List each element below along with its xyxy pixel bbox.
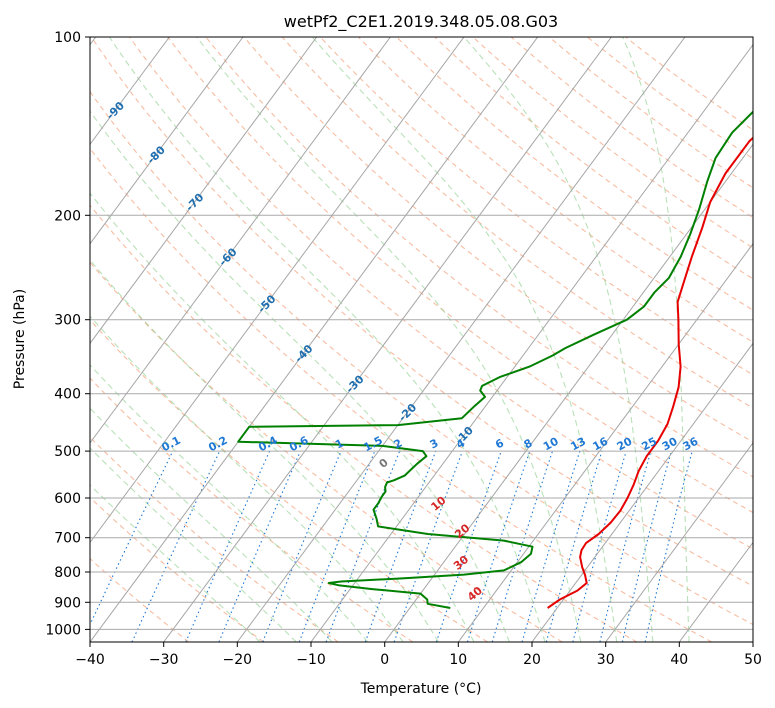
isotherm-line bbox=[90, 37, 318, 345]
temperature-profile bbox=[547, 136, 753, 609]
mixing-ratio-label: 36 bbox=[681, 435, 701, 454]
moist-adiabat bbox=[90, 484, 261, 642]
dry-adiabat bbox=[90, 147, 712, 642]
y-tick-label: 1000 bbox=[45, 622, 81, 638]
moist-adiabat bbox=[90, 110, 510, 642]
x-tick-label: −30 bbox=[149, 652, 179, 668]
x-axis-label: Temperature (°C) bbox=[360, 681, 482, 697]
dry-adiabat bbox=[90, 204, 638, 642]
moist-adiabat bbox=[463, 37, 654, 642]
y-tick-label: 200 bbox=[54, 208, 81, 224]
moist-adiabat bbox=[90, 407, 333, 642]
isotherm-line bbox=[457, 242, 753, 642]
mixing-ratio-label: 13 bbox=[568, 435, 588, 454]
mixing-ratio-line bbox=[545, 450, 603, 642]
mixing-ratio-label: 25 bbox=[639, 435, 659, 454]
dry-adiabat bbox=[167, 37, 753, 514]
isotherm-line bbox=[384, 143, 753, 642]
mixing-ratio-line bbox=[90, 450, 174, 626]
isotherm-line bbox=[90, 37, 391, 444]
isotherm-line bbox=[163, 37, 612, 642]
y-axis-label: Pressure (hPa) bbox=[12, 289, 28, 389]
chart-title: wetPf2_C2E1.2019.348.05.08.G03 bbox=[284, 12, 558, 32]
moist-adiabat bbox=[311, 37, 618, 642]
isotherm-line bbox=[531, 342, 753, 642]
x-tick-label: 50 bbox=[744, 652, 762, 668]
mixing-ratio-line bbox=[521, 450, 581, 642]
x-tick-label: 30 bbox=[597, 652, 615, 668]
dry-adiabat bbox=[90, 90, 753, 626]
x-tick-label: 40 bbox=[670, 652, 688, 668]
y-tick-label: 500 bbox=[54, 444, 81, 460]
isotherm-line bbox=[605, 442, 753, 642]
x-tick-label: 10 bbox=[449, 652, 467, 668]
isotherm-line bbox=[310, 43, 753, 642]
dry-adiabat bbox=[281, 37, 753, 409]
x-tick-label: −40 bbox=[75, 652, 105, 668]
mixing-ratio-line bbox=[435, 450, 502, 642]
y-tick-label: 300 bbox=[54, 313, 81, 329]
isotherm-line bbox=[90, 37, 539, 642]
dry-adiabat bbox=[358, 37, 753, 343]
dry-adiabat bbox=[243, 37, 753, 443]
dry-adiabat bbox=[90, 377, 414, 642]
isotherm-line bbox=[90, 37, 465, 544]
moist-adiabat bbox=[90, 447, 297, 642]
x-tick-label: 0 bbox=[380, 652, 389, 668]
moist-adiabat bbox=[108, 37, 546, 642]
moist-adiabat bbox=[622, 37, 690, 642]
isotherm-line bbox=[90, 37, 170, 146]
mixing-ratio-line bbox=[298, 450, 376, 642]
isotherm-line bbox=[236, 37, 686, 642]
mixing-ratio-line bbox=[466, 450, 531, 642]
x-tick-label: −20 bbox=[223, 652, 253, 668]
dry-adiabat bbox=[90, 557, 190, 642]
y-tick-label: 600 bbox=[54, 491, 81, 507]
dewpoint-profile bbox=[237, 110, 753, 609]
x-tick-label: −10 bbox=[296, 652, 326, 668]
y-tick-label: 900 bbox=[54, 595, 81, 611]
moist-adiabat bbox=[90, 364, 369, 642]
mixing-ratio-label: 20 bbox=[615, 435, 635, 454]
dry-adiabat bbox=[90, 37, 753, 587]
y-tick-label: 700 bbox=[54, 531, 81, 547]
x-tick-label: 20 bbox=[523, 652, 541, 668]
moist-adiabat bbox=[90, 315, 404, 642]
y-tick-label: 100 bbox=[54, 30, 81, 46]
isotherm-line bbox=[90, 37, 244, 245]
mixing-ratio-label: 30 bbox=[660, 435, 680, 454]
mixing-ratio-label: 16 bbox=[591, 435, 611, 454]
moist-adiabat bbox=[90, 259, 439, 642]
mixing-ratio-line bbox=[572, 450, 627, 642]
mixing-ratio-label: 10 bbox=[541, 435, 561, 454]
y-tick-label: 400 bbox=[54, 387, 81, 403]
plot-frame bbox=[89, 36, 754, 643]
y-tick-label: 800 bbox=[54, 565, 81, 581]
